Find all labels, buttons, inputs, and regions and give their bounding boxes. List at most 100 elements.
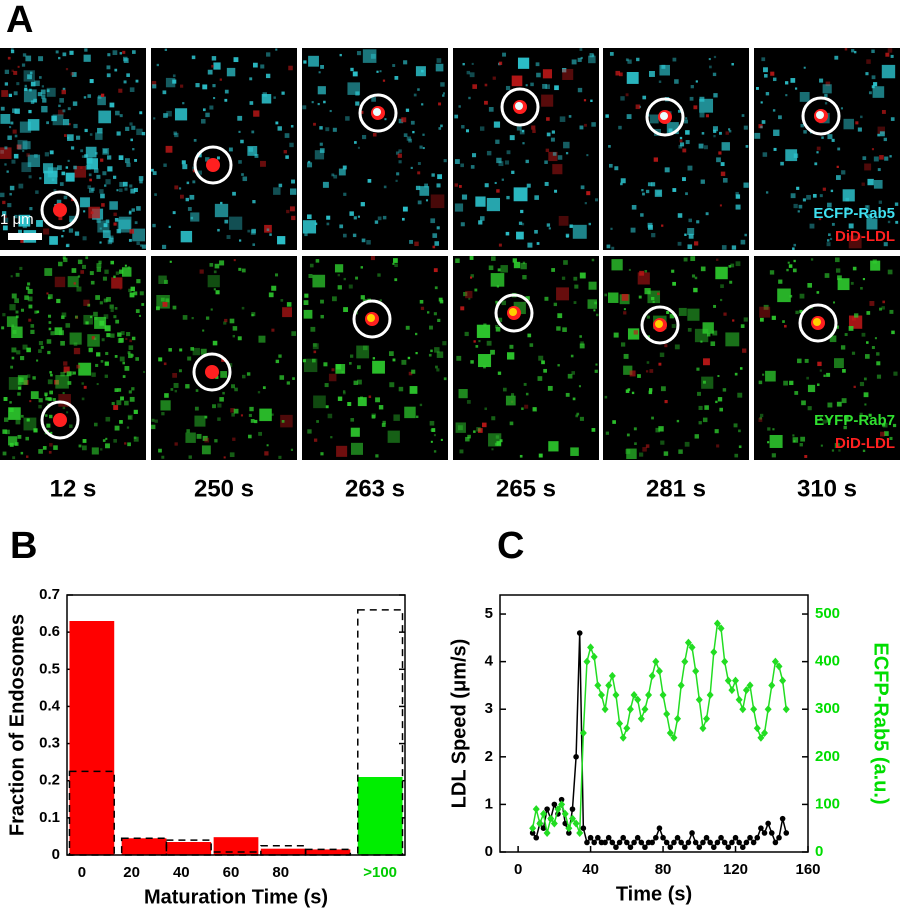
- speckle: [214, 203, 229, 218]
- speckle: [152, 171, 157, 176]
- speckle: [126, 332, 131, 337]
- speckle: [126, 73, 130, 77]
- speckle: [275, 48, 278, 51]
- point: [754, 834, 761, 841]
- speckle: [353, 216, 357, 220]
- speckle: [238, 130, 241, 133]
- speckle: [33, 428, 38, 433]
- point: [642, 844, 648, 851]
- speckle: [116, 189, 119, 192]
- speckle: [588, 55, 596, 64]
- speckle: [174, 108, 188, 121]
- speckle: [135, 309, 140, 313]
- speckle: [545, 84, 550, 90]
- point: [660, 834, 666, 841]
- point: [710, 844, 717, 851]
- speckle: [623, 311, 627, 315]
- speckle: [0, 192, 5, 198]
- speckle: [563, 141, 570, 149]
- speckle: [887, 48, 893, 53]
- tracking-circle: [358, 93, 398, 133]
- point: [539, 809, 547, 818]
- y-tick-label: 0: [485, 843, 493, 860]
- speckle: [552, 164, 563, 175]
- speckle: [116, 131, 121, 136]
- speckle: [460, 163, 464, 168]
- speckle: [47, 296, 51, 300]
- speckle: [430, 194, 445, 209]
- speckle: [84, 154, 88, 158]
- time-label: 250 s: [194, 475, 254, 502]
- speckle: [319, 148, 325, 153]
- speckle: [845, 197, 850, 202]
- speckle: [556, 287, 570, 301]
- speckle: [172, 74, 176, 78]
- speckle: [882, 422, 888, 428]
- speckle: [34, 310, 38, 314]
- speckle: [593, 309, 596, 312]
- speckle: [876, 361, 881, 366]
- speckle: [212, 84, 216, 88]
- speckle: [330, 436, 333, 439]
- speckle: [229, 216, 243, 230]
- x-tick-label: 20: [123, 864, 140, 881]
- speckle: [10, 275, 13, 278]
- speckle: [505, 395, 516, 406]
- speckle: [589, 53, 594, 58]
- speckle: [654, 189, 663, 197]
- speckle: [524, 404, 529, 409]
- channel-label: ECFP-Rab5: [813, 205, 895, 222]
- speckle: [25, 436, 29, 441]
- speckle: [361, 238, 366, 243]
- speckle: [290, 125, 294, 128]
- speckle: [797, 358, 802, 364]
- point: [573, 754, 579, 760]
- speckle: [695, 80, 698, 83]
- speckle: [122, 361, 126, 365]
- speckle: [2, 451, 7, 456]
- speckle: [120, 331, 125, 336]
- speckle: [468, 96, 471, 100]
- y-tick-label: 0.1: [39, 809, 60, 826]
- speckle: [623, 353, 629, 359]
- speckle: [658, 362, 662, 366]
- speckle: [767, 427, 771, 431]
- speckle: [626, 433, 630, 437]
- speckle: [269, 233, 272, 236]
- speckle: [212, 404, 216, 409]
- speckle: [315, 259, 320, 263]
- speckle: [634, 442, 637, 446]
- speckle: [165, 298, 170, 303]
- speckle: [28, 304, 33, 309]
- speckle: [9, 304, 16, 311]
- speckle: [106, 65, 111, 70]
- speckle: [323, 362, 328, 367]
- speckle: [237, 336, 242, 341]
- speckle: [9, 442, 14, 447]
- panel-label: A: [6, 0, 33, 41]
- y-tick-label: 0.6: [39, 623, 60, 640]
- speckle: [871, 49, 875, 54]
- speckle: [612, 420, 616, 424]
- speckle: [68, 228, 74, 233]
- speckle: [52, 398, 56, 402]
- speckle: [731, 245, 737, 250]
- speckle: [471, 153, 477, 158]
- speckle: [131, 336, 136, 341]
- speckle: [857, 127, 862, 132]
- point: [638, 839, 645, 846]
- speckle: [224, 89, 229, 94]
- speckle: [786, 268, 789, 272]
- speckle: [110, 260, 115, 265]
- speckle: [279, 375, 285, 380]
- speckle: [214, 263, 220, 269]
- speckle: [313, 438, 318, 442]
- speckle: [475, 196, 486, 207]
- point: [735, 695, 743, 704]
- speckle: [659, 352, 665, 358]
- speckle: [698, 143, 704, 149]
- speckle: [542, 69, 553, 79]
- speckle: [156, 306, 160, 311]
- speckle: [793, 203, 798, 209]
- speckle: [541, 360, 545, 365]
